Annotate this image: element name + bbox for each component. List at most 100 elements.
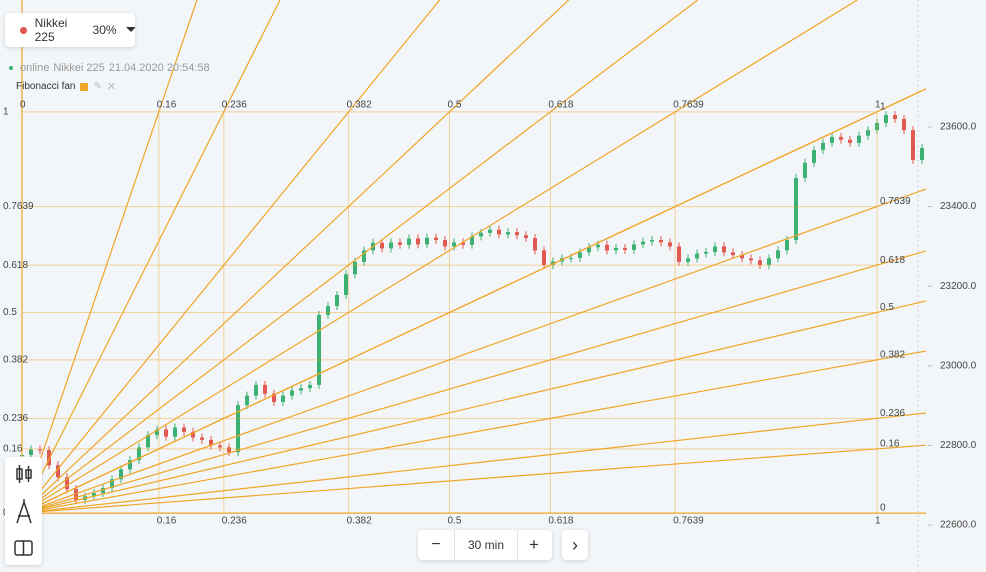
fib-label-left: 1 [3,106,9,117]
candle-body [353,261,357,275]
candle-body [650,240,654,242]
candle-body [380,242,384,249]
fib-label-left: 0.5 [3,307,17,318]
candle-body [767,258,771,266]
status-line: online Nikkei 225 21.04.2020 20:54:58 [9,62,210,74]
candle-body [461,242,465,245]
candle-body [254,384,258,396]
fib-label-top: 0 [20,99,26,110]
candle-body [596,244,600,248]
fib-label-right: 0.236 [880,408,905,419]
candle-body [875,122,879,131]
candle-body [308,384,312,389]
timeframe-label[interactable]: 30 min [454,530,518,560]
candle-body [488,229,492,233]
fib-label-top: 0.7639 [673,99,704,110]
candle-body [191,431,195,438]
candle-body [146,435,150,448]
status-dot [9,66,13,70]
scroll-right-button[interactable]: › [562,530,588,560]
drawing-label: Fibonacci fan [16,81,76,92]
fib-label-right: 0.382 [880,349,905,360]
fib-label-bottom: 1 [875,516,881,527]
candle-body [839,136,843,140]
candle-body [884,115,888,123]
candle-body [290,390,294,396]
y-tick-label: 23000.0 [940,360,977,371]
candle-body [704,251,708,254]
fib-fan-line [21,0,699,514]
candle-body [632,244,636,250]
candle-body [776,250,780,259]
fib-fan-line [21,300,927,514]
candle-body [578,252,582,258]
fib-label-right: 0.16 [880,439,900,450]
candle-body [155,429,159,436]
candle-body [785,240,789,251]
candle-body [335,294,339,307]
fib-label-top: 0.382 [347,99,372,110]
fib-label-top: 0.618 [548,99,573,110]
instrument-selector[interactable]: Nikkei 225 30% [5,13,135,47]
zoom-in-button[interactable]: + [529,535,539,554]
candle-body [866,130,870,136]
candle-body [119,469,123,480]
candle-body [758,260,762,266]
candle-body [164,429,168,437]
candle-body [29,449,33,455]
fib-fan-line [21,0,570,514]
candle-body [911,130,915,161]
candle-body [722,246,726,253]
candle-body [587,247,591,253]
candle-body [389,242,393,249]
fib-label-left: 0.382 [3,354,28,365]
fib-fan-line [21,0,281,514]
dropdown-caret [125,27,135,32]
fib-label-bottom: 0.5 [448,516,462,527]
fib-label-left: 0.7639 [3,201,34,212]
fib-label-top: 1 [875,99,881,110]
fib-label-bottom: 0.236 [222,516,247,527]
fib-fan-line [21,0,441,514]
candle-body [344,274,348,295]
candle-body [740,255,744,259]
edit-icon[interactable]: ✎ [93,81,102,92]
fib-label-right: 0.618 [880,255,905,266]
fib-fan-line [21,444,927,514]
fib-fan-line [21,350,927,514]
candle-body [317,314,321,385]
tool-panel [5,457,42,565]
candle-body [830,136,834,143]
fib-label-left: 0.618 [3,260,28,271]
y-tick-label: 22800.0 [940,440,977,451]
candle-body [542,250,546,266]
candle-body [749,258,753,261]
candle-body [605,244,609,251]
fib-label-top: 0.5 [448,99,462,110]
candle-body [794,177,798,241]
candle-body [200,437,204,440]
fib-fan-line [21,250,927,514]
candle-body [92,493,96,497]
candle-body [137,447,141,461]
candle-body [218,445,222,448]
zoom-out-button[interactable]: − [431,536,441,553]
status-instrument: Nikkei 225 [53,62,105,74]
fib-label-right: 0.5 [880,302,894,313]
drawing-color[interactable] [80,82,89,91]
candle-body [821,142,825,151]
fib-label-right: 0 [880,503,886,514]
candle-body [443,240,447,247]
y-tick-label: 22600.0 [940,520,977,531]
candle-body [434,237,438,241]
candle-body [263,384,267,394]
candle-body [209,439,213,446]
candle-body [227,447,231,453]
fib-label-right: 1 [880,101,886,112]
candle-body [659,240,663,243]
remove-icon[interactable]: ✕ [106,81,117,93]
draw-tool[interactable] [16,499,32,524]
candle-body [893,115,897,120]
instrument-name: Nikkei 225 [34,16,68,44]
